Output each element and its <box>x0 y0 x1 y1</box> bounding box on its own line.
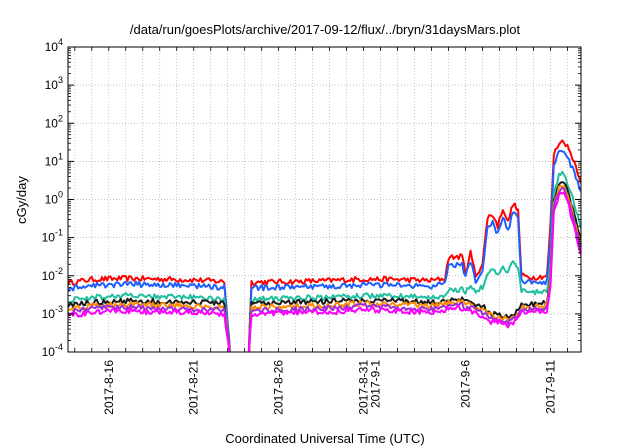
y-tick-label: 103 <box>45 75 63 92</box>
y-tick-label: 100 <box>45 190 63 207</box>
y-tick-label: 101 <box>45 151 63 168</box>
x-axis-ticks: 2017-8-16 2017-8-21 2017-8-26 2017-8-312017… <box>74 47 568 415</box>
series-layer <box>68 139 581 352</box>
y-tick-label: 10-2 <box>42 266 63 283</box>
x-tick-label: 2017-8-31 <box>357 360 371 415</box>
x-tick-label: 2017-9-11 <box>543 360 557 414</box>
y-tick-label: 104 <box>45 37 63 54</box>
y-tick-label: 10-3 <box>42 304 63 321</box>
chart-title: /data/run/goesPlots/archive/2017-09-12/f… <box>130 22 521 37</box>
x-tick-label: 2017-8-26 <box>272 360 286 415</box>
y-tick-label: 10-1 <box>42 228 63 245</box>
y-tick-label: 102 <box>45 113 63 130</box>
x-tick-label: 2017-9-1 <box>369 360 383 408</box>
series-line <box>68 186 581 352</box>
x-axis-label: Coordinated Universal Time (UTC) <box>225 431 424 446</box>
y-tick-label: 10-4 <box>42 342 63 359</box>
series-line <box>68 139 581 352</box>
x-tick-label: 2017-8-21 <box>187 360 201 415</box>
y-axis-label: cGy/day <box>14 176 29 224</box>
y-axis-ticks: 10-4 10-3 10-2 10-1 100 101 102 103 104 <box>42 37 581 359</box>
series-line <box>68 181 581 352</box>
x-tick-label: 2017-8-16 <box>102 360 116 415</box>
series-line <box>68 149 581 352</box>
series-line <box>68 170 581 352</box>
x-tick-label: 2017-9-6 <box>458 360 472 408</box>
series-line <box>68 191 581 352</box>
